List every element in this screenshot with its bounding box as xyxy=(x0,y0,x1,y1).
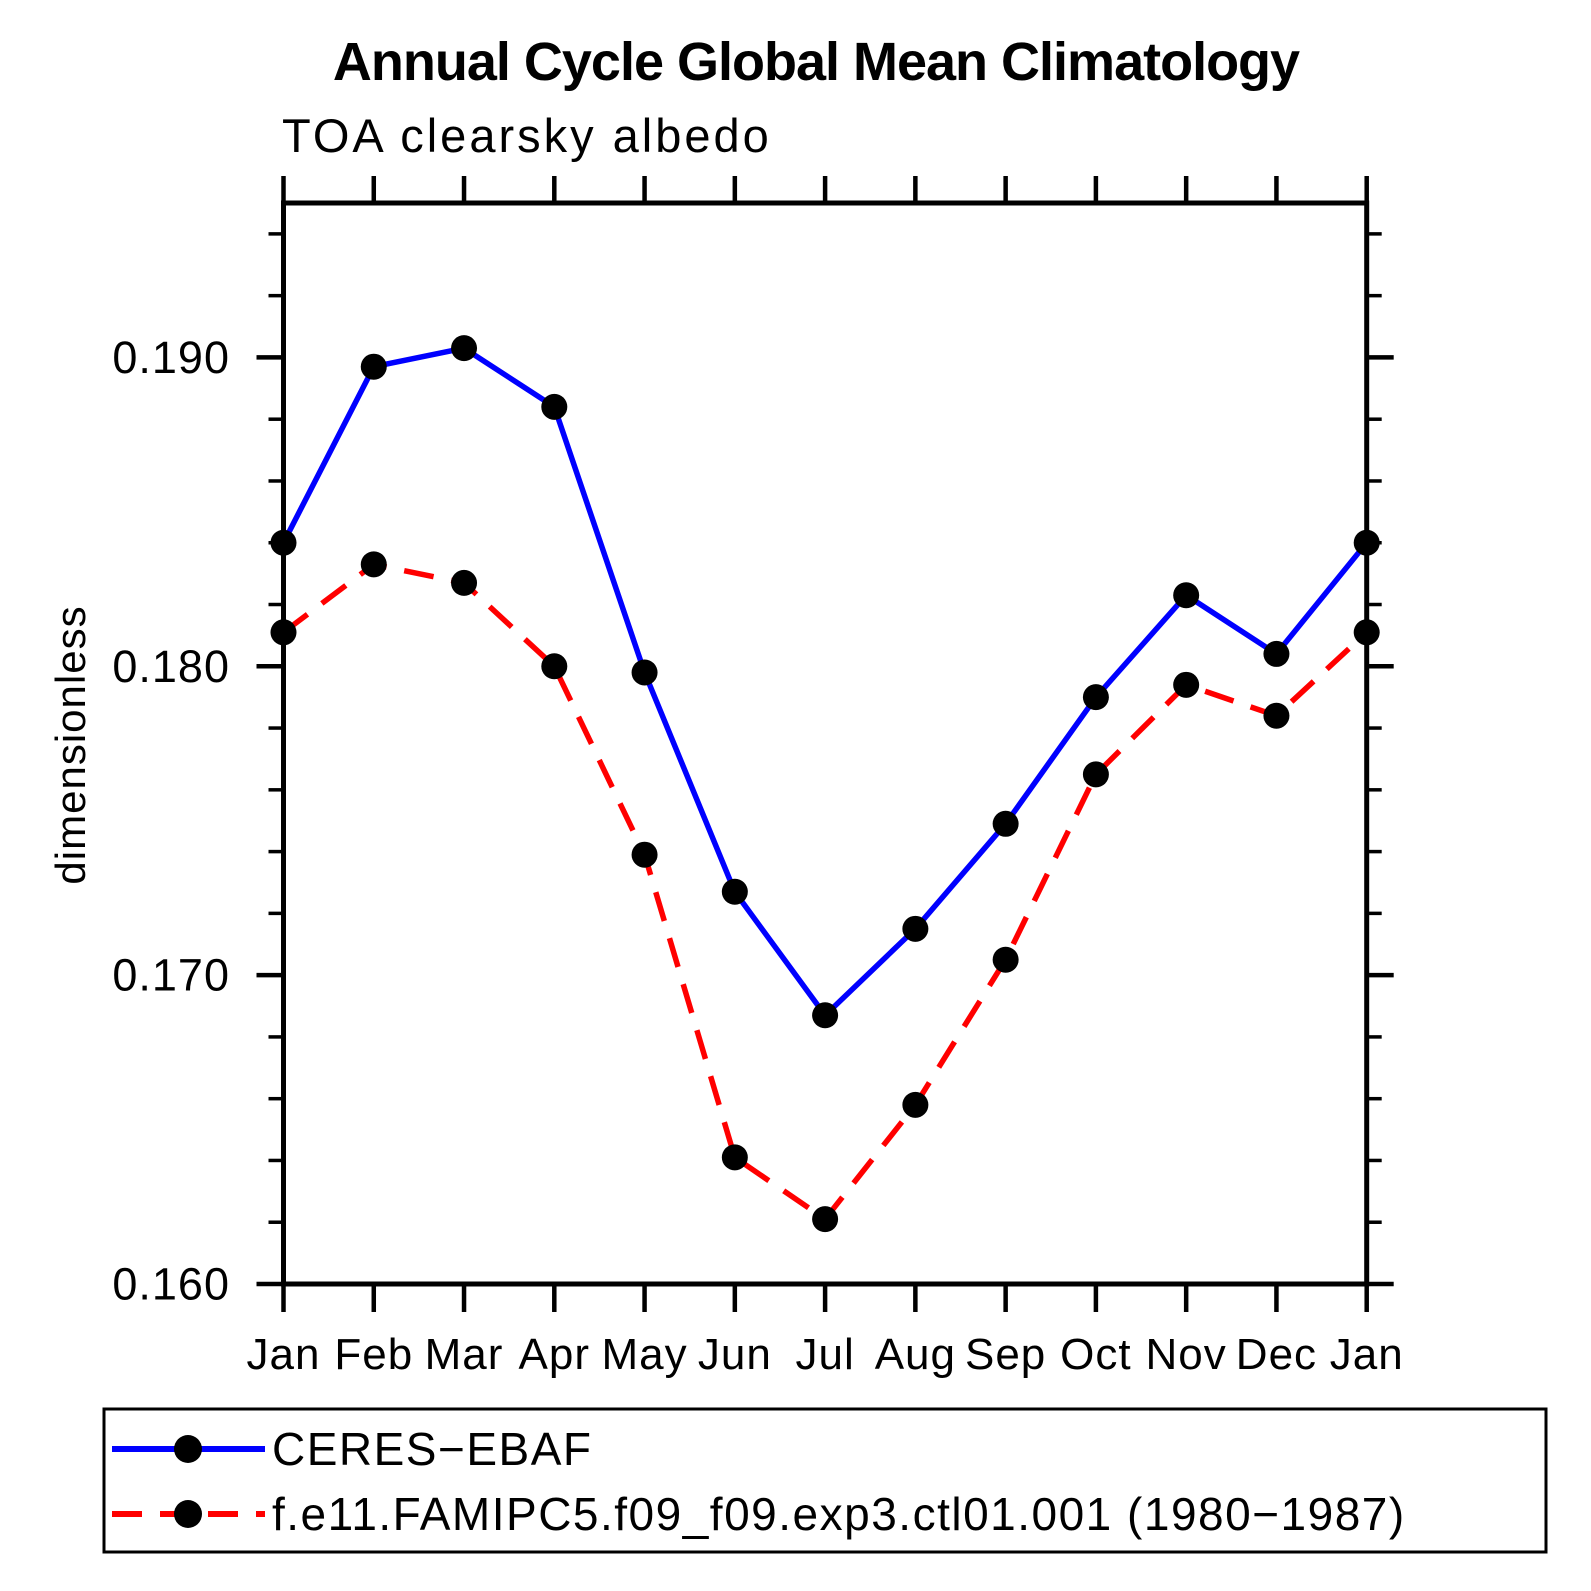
month-label: Aug xyxy=(875,1330,956,1379)
chart-title: Annual Cycle Global Mean Climatology xyxy=(333,32,1300,92)
data-point xyxy=(270,619,297,646)
month-label: Mar xyxy=(425,1330,504,1379)
data-point xyxy=(1082,761,1109,788)
data-point xyxy=(992,946,1019,973)
month-label: Apr xyxy=(519,1330,590,1379)
data-point xyxy=(812,1206,839,1233)
month-label: Oct xyxy=(1060,1330,1131,1379)
month-label: Sep xyxy=(965,1330,1046,1379)
y-axis-label: dimensionless xyxy=(47,605,94,884)
data-point xyxy=(270,529,297,556)
y-tick-label: 0.160 xyxy=(112,1259,230,1310)
legend: CERES−EBAF f.e11.FAMIPC5.f09_f09.exp3.ct… xyxy=(102,1407,1548,1554)
month-label: Jan xyxy=(247,1330,321,1379)
data-point xyxy=(631,841,658,868)
month-label: Jan xyxy=(1330,1330,1404,1379)
legend-border xyxy=(102,1407,1548,1554)
data-point xyxy=(1173,582,1200,609)
data-point xyxy=(1263,640,1290,667)
data-point xyxy=(902,1091,929,1118)
data-point xyxy=(631,659,658,686)
data-point xyxy=(902,915,929,942)
month-label: Jun xyxy=(698,1330,772,1379)
chart-subtitle: TOA clearsky albedo xyxy=(282,109,772,162)
month-label: Nov xyxy=(1146,1330,1227,1379)
data-point xyxy=(721,878,748,905)
legend-label-ceres: CERES−EBAF xyxy=(272,1423,593,1475)
data-point xyxy=(1173,671,1200,698)
plot-area: 0.160 0.170 0.180 0.190 Jan Feb Mar Apr May Jun Ju… xyxy=(112,176,1403,1379)
month-label: Dec xyxy=(1236,1330,1317,1379)
legend-marker-ceres xyxy=(174,1435,202,1463)
data-point xyxy=(360,353,387,380)
axis-frame xyxy=(281,200,1370,1287)
series-line-model xyxy=(281,561,1369,1222)
legend-label-model: f.e11.FAMIPC5.f09_f09.exp3.ctl01.001 (19… xyxy=(272,1488,1406,1540)
y-tick-label: 0.180 xyxy=(112,641,230,692)
y-tick-label: 0.170 xyxy=(112,950,230,1001)
data-point xyxy=(541,653,568,680)
month-label: Jul xyxy=(795,1330,854,1379)
series-line-ceres xyxy=(281,345,1369,1019)
data-point xyxy=(721,1144,748,1171)
month-label: May xyxy=(602,1330,688,1379)
data-point xyxy=(451,569,478,596)
data-point xyxy=(541,393,568,420)
data-point xyxy=(1353,619,1380,646)
data-point xyxy=(451,335,478,362)
data-point xyxy=(1353,529,1380,556)
legend-marker-model xyxy=(174,1500,202,1528)
data-point xyxy=(1263,702,1290,729)
y-tick-label: 0.190 xyxy=(112,332,230,383)
month-label: Feb xyxy=(334,1330,413,1379)
data-point xyxy=(1082,684,1109,711)
data-point xyxy=(360,551,387,578)
data-point xyxy=(992,810,1019,837)
data-point xyxy=(812,1002,839,1029)
